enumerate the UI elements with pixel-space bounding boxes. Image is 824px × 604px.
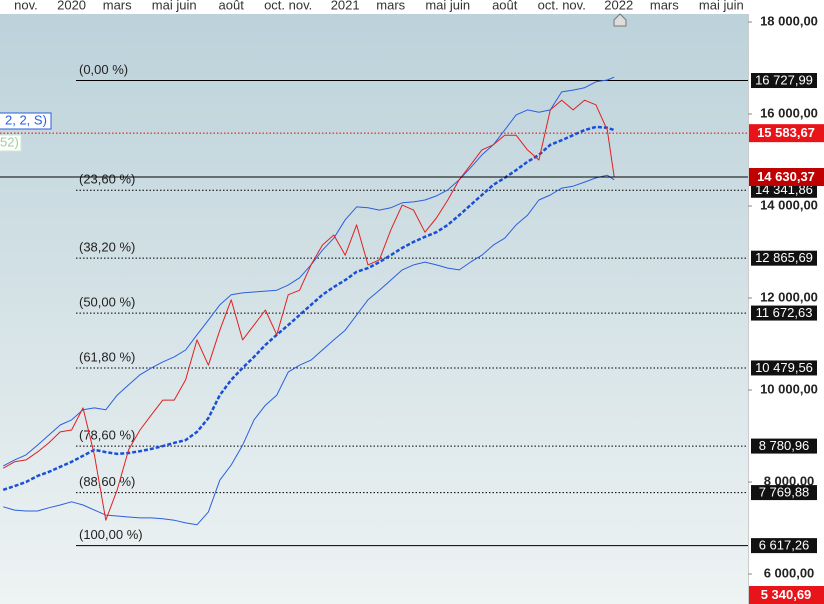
x-tick-label: août	[492, 0, 518, 12]
x-tick-label: oct. nov.	[264, 0, 312, 12]
fib-label: (88,60 %)	[79, 474, 135, 489]
y-tick-label: 8 000,00	[764, 473, 815, 488]
legend-box	[0, 112, 52, 130]
x-tick-label: oct. nov.	[538, 0, 586, 12]
value-label: 15 583,67	[757, 125, 815, 140]
fib-label: (100,00 %)	[79, 527, 143, 542]
fib-label: (61,80 %)	[79, 349, 135, 364]
value-box	[751, 485, 817, 501]
fib-label: (50,00 %)	[79, 295, 135, 310]
value-box	[751, 360, 817, 376]
legend-fragment: 2, 2, S)	[5, 112, 47, 127]
x-tick-label: 2022	[604, 0, 633, 12]
series-line	[2, 125, 615, 491]
x-tick-label: mai juin	[152, 0, 197, 12]
value-box	[751, 305, 817, 321]
fib-label: (0,00 %)	[79, 62, 128, 77]
legend-box	[0, 134, 22, 152]
value-box	[751, 438, 817, 454]
value-box	[751, 73, 817, 89]
series-line	[3, 174, 615, 526]
value-label: 11 672,63	[756, 305, 813, 320]
value-box	[751, 182, 817, 198]
plot-layer: (0,00 %) (23,60 %) (38,20 %) (50,00 %) (61,8…	[0, 62, 748, 547]
value-label: 10 479,56	[755, 360, 813, 375]
y-tick-label: 14 000,00	[760, 197, 818, 212]
value-box	[751, 538, 817, 554]
x-tick-label: 2021	[331, 0, 360, 12]
fib-label: (38,20 %)	[79, 240, 135, 255]
value-label: 14 630,37	[757, 169, 815, 184]
y-tick-label: 16 000,00	[760, 105, 818, 120]
y-tick-label: 12 000,00	[760, 289, 818, 304]
legend-fragment: 52)	[0, 134, 19, 149]
x-tick-label: mars	[650, 0, 679, 12]
x-tick-label: mars	[103, 0, 132, 12]
value-label: 6 617,26	[759, 538, 810, 553]
value-box	[749, 124, 824, 143]
y-tick-label: 10 000,00	[760, 381, 818, 396]
fib-label: (23,60 %)	[79, 172, 135, 187]
fib-label: (78,60 %)	[79, 428, 135, 443]
x-tick-label: août	[219, 0, 245, 12]
home-icon	[613, 13, 627, 27]
value-label: 16 727,99	[755, 72, 813, 87]
x-tick-label: mai juin	[425, 0, 470, 12]
value-box	[751, 250, 817, 266]
y-tick-label: 6 000,00	[764, 565, 815, 580]
x-tick-label: nov.	[14, 0, 38, 12]
plot-area	[0, 14, 748, 604]
series-line	[2, 99, 615, 521]
x-tick-label: 2020	[57, 0, 86, 12]
x-tick-label: mai juin	[699, 0, 744, 12]
y-tick-label: 18 000,00	[760, 13, 818, 28]
value-label: 12 865,69	[755, 250, 813, 265]
x-tick-label: mars	[376, 0, 405, 12]
value-box	[749, 168, 824, 187]
value-box	[749, 586, 824, 604]
value-label: 8 780,96	[759, 438, 810, 453]
value-label: 7 769,88	[759, 485, 810, 500]
value-label: 5 340,69	[761, 587, 812, 602]
